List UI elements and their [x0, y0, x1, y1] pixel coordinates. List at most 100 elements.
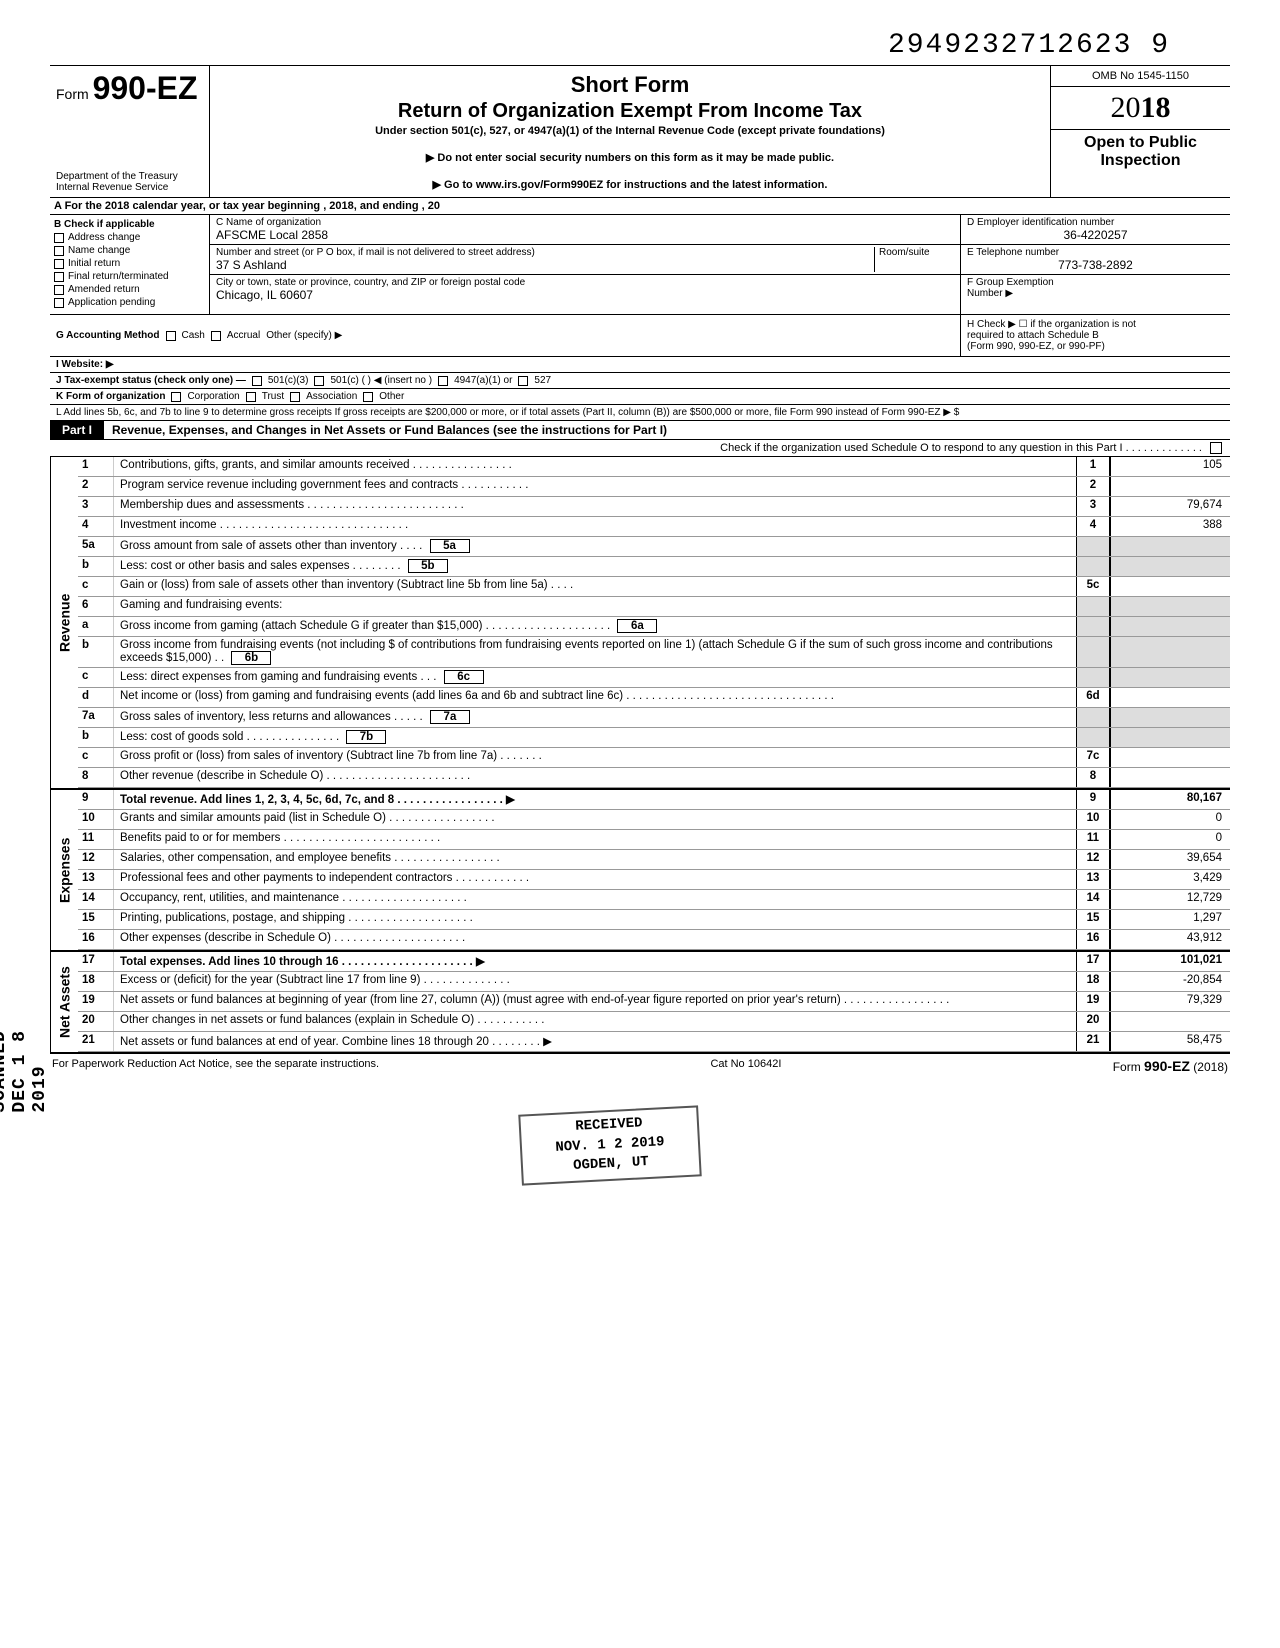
table-row: bLess: cost or other basis and sales exp…	[78, 557, 1230, 577]
h-line3: (Form 990, 990-EZ, or 990-PF)	[967, 341, 1224, 352]
col-h-schedule-b: H Check ▶ ☐ if the organization is not r…	[960, 315, 1230, 356]
netassets-section: Net Assets 17Total expenses. Add lines 1…	[50, 952, 1230, 1054]
table-row: cGross profit or (loss) from sales of in…	[78, 748, 1230, 768]
table-row: 1Contributions, gifts, grants, and simil…	[78, 457, 1230, 477]
ein-value: 36-4220257	[967, 228, 1224, 242]
city-value: Chicago, IL 60607	[216, 288, 954, 302]
title-1: Short Form	[220, 72, 1040, 98]
line-box-number: 13	[1076, 870, 1110, 889]
line-description: Gross profit or (loss) from sales of inv…	[114, 748, 1076, 767]
line-amount: 0	[1110, 830, 1230, 849]
line-number: 14	[78, 890, 114, 909]
line-amount: 79,329	[1110, 992, 1230, 1011]
checkbox-icon[interactable]	[54, 298, 64, 308]
line-box-number: 17	[1076, 952, 1110, 971]
line-amount: 0	[1110, 810, 1230, 829]
open-to-public: Open to Public Inspection	[1051, 130, 1230, 174]
line-number: 15	[78, 910, 114, 929]
form-number: 990-EZ	[93, 70, 198, 106]
line-box-number: 4	[1076, 517, 1110, 536]
line-amount	[1110, 748, 1230, 767]
room-suite-label: Room/suite	[874, 247, 954, 272]
line-description: Less: cost or other basis and sales expe…	[114, 557, 1076, 576]
table-row: 21Net assets or fund balances at end of …	[78, 1032, 1230, 1052]
line-number: 9	[78, 790, 114, 809]
shaded-box	[1076, 637, 1110, 667]
line-box-number: 8	[1076, 768, 1110, 787]
checkbox-icon[interactable]	[518, 376, 528, 386]
g-cash: Cash	[182, 330, 205, 341]
checkbox-icon[interactable]	[54, 285, 64, 295]
checkbox-icon[interactable]	[54, 246, 64, 256]
line-amount	[1110, 577, 1230, 596]
year-suffix: 18	[1141, 91, 1171, 124]
page-footer: For Paperwork Reduction Act Notice, see …	[50, 1054, 1230, 1078]
checkbox-icon[interactable]	[438, 376, 448, 386]
line-description: Excess or (deficit) for the year (Subtra…	[114, 972, 1076, 991]
checkbox-icon[interactable]	[54, 259, 64, 269]
j-527: 527	[534, 375, 551, 386]
chk-final: Final return/terminated	[68, 271, 169, 282]
shaded-amount	[1110, 637, 1230, 667]
checkbox-icon[interactable]	[314, 376, 324, 386]
chk-app: Application pending	[68, 297, 155, 308]
k-trust: Trust	[262, 391, 284, 402]
revenue-section: Revenue 1Contributions, gifts, grants, a…	[50, 457, 1230, 790]
row-j-label: J Tax-exempt status (check only one) —	[56, 375, 246, 386]
table-row: 6Gaming and fundraising events:	[78, 597, 1230, 617]
checkbox-icon[interactable]	[166, 331, 176, 341]
chk-name: Name change	[68, 245, 130, 256]
info-grid: B Check if applicable Address change Nam…	[50, 215, 1230, 315]
checkbox-icon[interactable]	[54, 233, 64, 243]
chk-addr: Address change	[68, 232, 140, 243]
shaded-amount	[1110, 708, 1230, 727]
shaded-box	[1076, 597, 1110, 616]
shaded-amount	[1110, 728, 1230, 747]
row-g-label: G Accounting Method	[56, 330, 160, 341]
table-row: bLess: cost of goods sold . . . . . . . …	[78, 728, 1230, 748]
line-box-number: 1	[1076, 457, 1110, 476]
checkbox-icon[interactable]	[290, 392, 300, 402]
line-description: Other changes in net assets or fund bala…	[114, 1012, 1076, 1031]
row-i-website: I Website: ▶	[56, 359, 114, 370]
shaded-box	[1076, 537, 1110, 556]
line-description: Grants and similar amounts paid (list in…	[114, 810, 1076, 829]
scanned-stamp: SCANNED DEC 1 8 2019	[0, 1030, 50, 1113]
line-number: 20	[78, 1012, 114, 1031]
checkbox-icon[interactable]	[171, 392, 181, 402]
checkbox-icon[interactable]	[211, 331, 221, 341]
line-number: 5a	[78, 537, 114, 556]
checkbox-icon[interactable]	[252, 376, 262, 386]
checkbox-icon[interactable]	[1210, 442, 1222, 454]
table-row: cLess: direct expenses from gaming and f…	[78, 668, 1230, 688]
line-description: Net income or (loss) from gaming and fun…	[114, 688, 1076, 707]
table-row: 2Program service revenue including gover…	[78, 477, 1230, 497]
checkbox-icon[interactable]	[54, 272, 64, 282]
line-box-number: 6d	[1076, 688, 1110, 707]
expenses-side-label: Expenses	[50, 790, 78, 950]
line-description: Gross income from fundraising events (no…	[114, 637, 1076, 667]
k-other: Other	[379, 391, 404, 402]
line-box-number: 14	[1076, 890, 1110, 909]
street-value: 37 S Ashland	[216, 258, 874, 272]
line-box-number: 12	[1076, 850, 1110, 869]
checkbox-icon[interactable]	[363, 392, 373, 402]
line-number: 12	[78, 850, 114, 869]
j-501c3: 501(c)(3)	[268, 375, 309, 386]
table-row: bGross income from fundraising events (n…	[78, 637, 1230, 668]
line-amount	[1110, 477, 1230, 496]
line-amount: 80,167	[1110, 790, 1230, 809]
checkbox-icon[interactable]	[246, 392, 256, 402]
line-amount	[1110, 1012, 1230, 1031]
line-box-number: 7c	[1076, 748, 1110, 767]
table-row: 14Occupancy, rent, utilities, and mainte…	[78, 890, 1230, 910]
subtitle: Under section 501(c), 527, or 4947(a)(1)…	[220, 125, 1040, 137]
table-row: 12Salaries, other compensation, and empl…	[78, 850, 1230, 870]
right-head-col: OMB No 1545-1150 2018 Open to Public Ins…	[1050, 66, 1230, 197]
table-row: 9Total revenue. Add lines 1, 2, 3, 4, 5c…	[78, 790, 1230, 810]
line-number: 8	[78, 768, 114, 787]
org-name-label: C Name of organization	[216, 217, 954, 228]
line-box-number: 2	[1076, 477, 1110, 496]
chk-amend: Amended return	[68, 284, 140, 295]
table-row: 19Net assets or fund balances at beginni…	[78, 992, 1230, 1012]
